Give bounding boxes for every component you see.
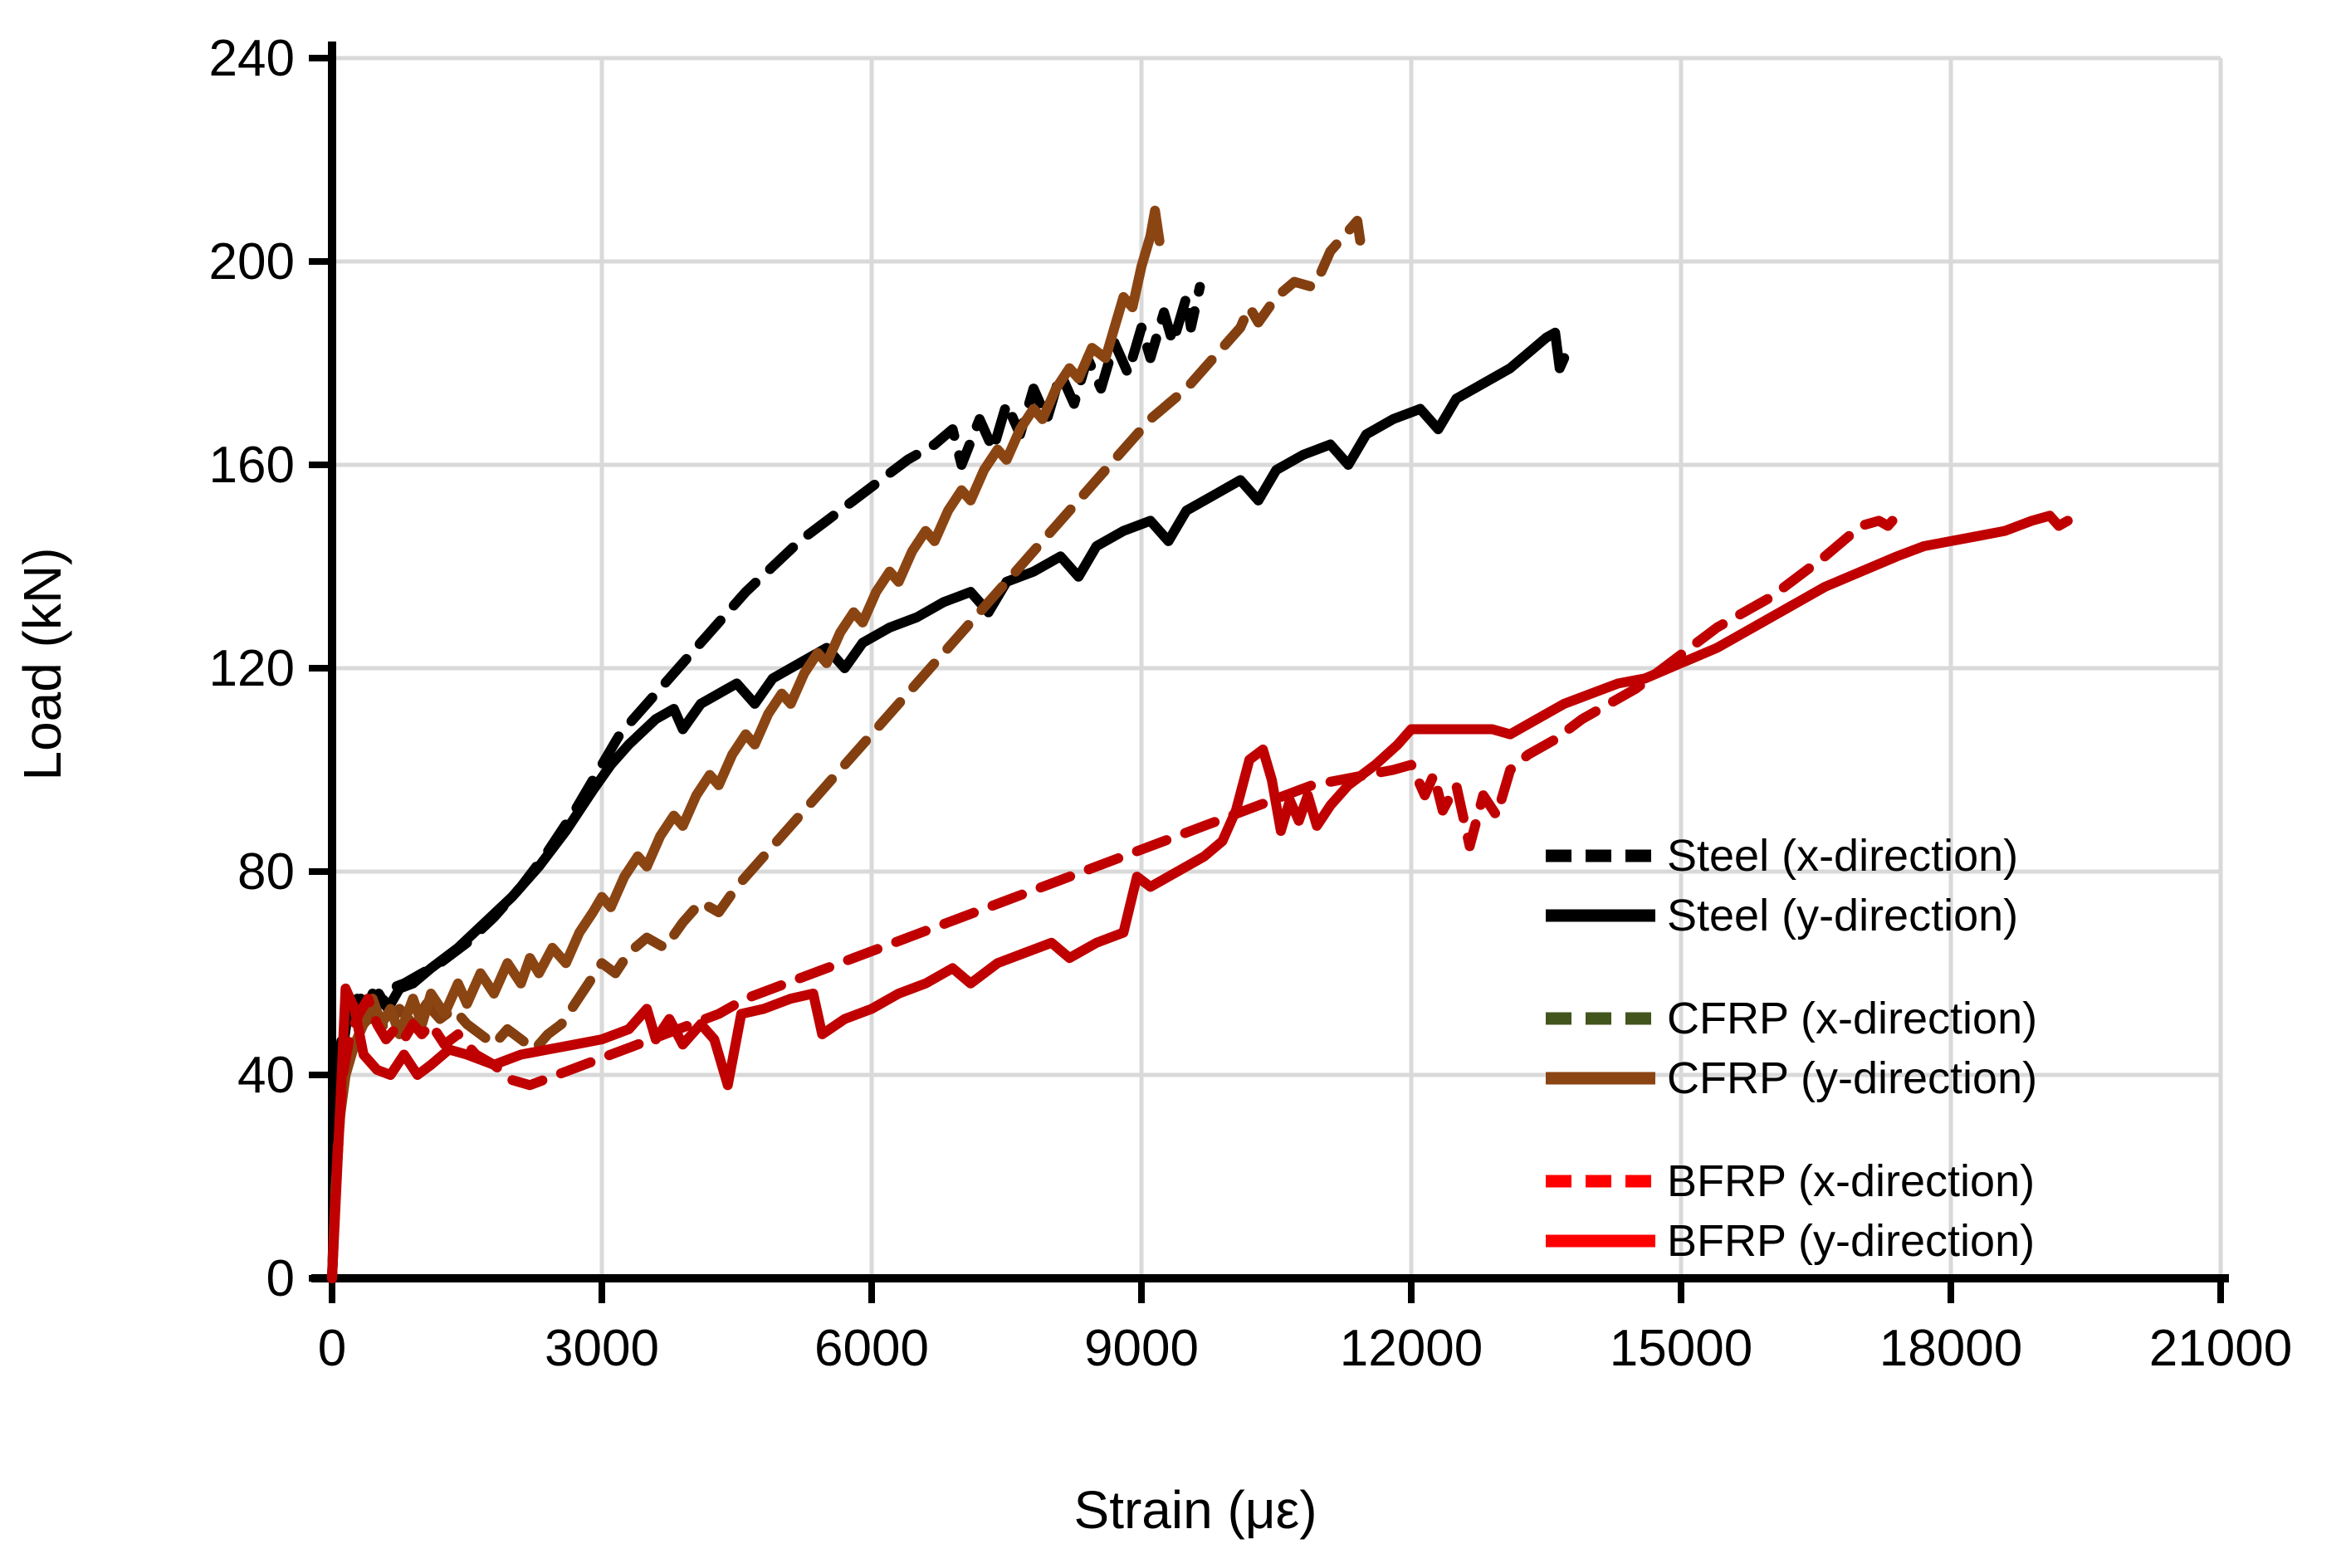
y-tick-label: 240 xyxy=(209,30,295,87)
legend-label-steel-x-direction: Steel (x-direction) xyxy=(1667,831,2019,881)
legend-swatch-steel-x-direction xyxy=(1546,849,1655,862)
series-line-cfrp-y-direction xyxy=(327,205,1165,1283)
series-line-steel-y-direction xyxy=(327,327,1570,1283)
legend-label-bfrp-x-direction: BFRP (x-direction) xyxy=(1667,1156,2036,1206)
legend-swatch-bfrp-y-direction xyxy=(1546,1234,1655,1248)
x-tick-label: 18000 xyxy=(1879,1320,2022,1377)
legend-item-bfrp-x-direction: BFRP (x-direction) xyxy=(1546,1151,2037,1211)
legend-swatch-cfrp-x-direction xyxy=(1546,1012,1655,1025)
legend-item-steel-y-direction: Steel (y-direction) xyxy=(1546,886,2037,945)
y-tick-label: 160 xyxy=(209,437,295,494)
legend-swatch-bfrp-x-direction xyxy=(1546,1175,1655,1188)
legend-label-cfrp-y-direction: CFRP (y-direction) xyxy=(1667,1053,2038,1103)
legend-item-steel-x-direction: Steel (x-direction) xyxy=(1546,826,2037,886)
legend-item-bfrp-y-direction: BFRP (y-direction) xyxy=(1546,1211,2037,1271)
y-tick-label: 120 xyxy=(209,640,295,697)
x-tick-label: 9000 xyxy=(1084,1320,1199,1377)
y-axis-title: Load (kN) xyxy=(12,547,72,781)
legend-item-cfrp-y-direction: CFRP (y-direction) xyxy=(1546,1048,2037,1108)
x-tick-label: 0 xyxy=(318,1320,346,1377)
x-axis-title: Strain (με) xyxy=(1073,1480,1317,1540)
x-tick-label: 3000 xyxy=(545,1320,659,1377)
series-line-bfrp-y-direction xyxy=(327,510,2073,1283)
legend-swatch-cfrp-y-direction xyxy=(1546,1072,1655,1085)
x-tick-label: 12000 xyxy=(1340,1320,1483,1377)
legend-item-cfrp-x-direction: CFRP (x-direction) xyxy=(1546,989,2037,1048)
series-line-cfrp-x-direction xyxy=(327,216,1367,1283)
x-tick-label: 15000 xyxy=(1610,1320,1752,1377)
y-tick-label: 40 xyxy=(237,1047,295,1104)
series-line-steel-x-direction xyxy=(327,281,1205,1283)
x-tick-label: 21000 xyxy=(2149,1320,2292,1377)
legend-label-bfrp-y-direction: BFRP (y-direction) xyxy=(1667,1216,2036,1266)
legend-label-cfrp-x-direction: CFRP (x-direction) xyxy=(1667,994,2038,1043)
legend-swatch-steel-y-direction xyxy=(1546,909,1655,922)
x-tick-label: 6000 xyxy=(814,1320,929,1377)
legend: Steel (x-direction) Steel (y-direction) CF… xyxy=(1546,826,2037,1271)
y-tick-label: 200 xyxy=(209,233,295,291)
legend-label-steel-y-direction: Steel (y-direction) xyxy=(1667,891,2019,940)
series-line-bfrp-x-direction xyxy=(327,510,1911,1283)
y-tick-label: 0 xyxy=(266,1250,295,1307)
y-tick-label: 80 xyxy=(237,843,295,901)
